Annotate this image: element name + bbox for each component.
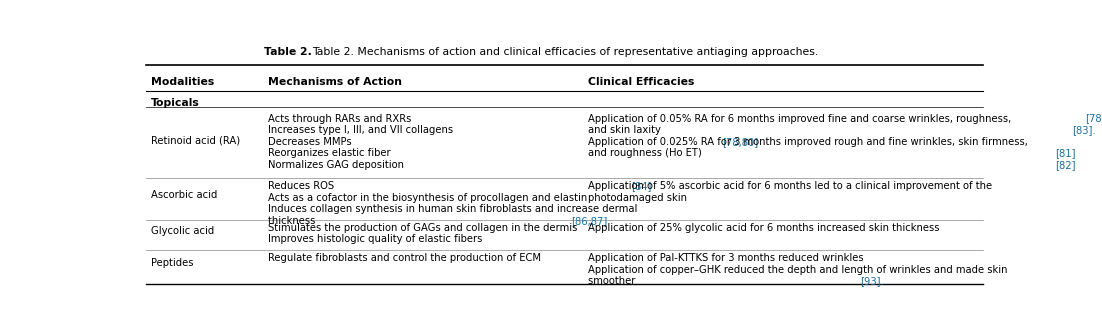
Text: Application of copper–GHK reduced the depth and length of wrinkles and made skin: Application of copper–GHK reduced the de… <box>587 264 1007 275</box>
Text: Application of 0.025% RA for 3 months improved rough and fine wrinkles, skin fir: Application of 0.025% RA for 3 months im… <box>587 137 1028 147</box>
Text: [81]: [81] <box>1055 148 1076 158</box>
Text: Decreases MMPs: Decreases MMPs <box>269 137 355 147</box>
Text: Table 2.: Table 2. <box>263 47 312 57</box>
Text: Acts as a cofactor in the biosynthesis of procollagen and elastin: Acts as a cofactor in the biosynthesis o… <box>269 193 591 203</box>
Text: Peptides: Peptides <box>151 258 193 268</box>
Text: [84]: [84] <box>631 181 652 191</box>
Text: Application of 25% glycolic acid for 6 months increased skin thickness: Application of 25% glycolic acid for 6 m… <box>587 223 942 232</box>
Text: Acts through RARs and RXRs: Acts through RARs and RXRs <box>269 114 415 124</box>
Text: Reduces ROS: Reduces ROS <box>269 181 337 191</box>
Text: Ascorbic acid: Ascorbic acid <box>151 190 217 200</box>
Text: Application of 0.05% RA for 6 months improved fine and coarse wrinkles, roughnes: Application of 0.05% RA for 6 months imp… <box>587 114 1011 124</box>
Text: photodamaged skin: photodamaged skin <box>587 193 690 203</box>
Text: Retinoid acid (RA): Retinoid acid (RA) <box>151 135 240 145</box>
Text: Topicals: Topicals <box>151 98 199 108</box>
Text: Modalities: Modalities <box>151 77 214 87</box>
Text: smoother: smoother <box>587 276 638 286</box>
Text: Induces collagen synthesis in human skin fibroblasts and increase dermal: Induces collagen synthesis in human skin… <box>269 204 638 214</box>
Text: Increases type I, III, and VII collagens: Increases type I, III, and VII collagens <box>269 125 456 135</box>
Text: [86,87]: [86,87] <box>571 216 607 226</box>
Text: Application of 5% ascorbic acid for 6 months led to a clinical improvement of th: Application of 5% ascorbic acid for 6 mo… <box>587 181 992 191</box>
Text: thickness: thickness <box>269 216 318 226</box>
Text: [83].: [83]. <box>1072 125 1095 135</box>
Text: Improves histologic quality of elastic fibers: Improves histologic quality of elastic f… <box>269 234 486 244</box>
Text: Reorganizes elastic fiber: Reorganizes elastic fiber <box>269 148 395 158</box>
Text: [78]: [78] <box>1085 114 1102 124</box>
Text: Stimulates the production of GAGs and collagen in the dermis: Stimulates the production of GAGs and co… <box>269 223 581 232</box>
Text: Table 2. Mechanisms of action and clinical efficacies of representative antiagin: Table 2. Mechanisms of action and clinic… <box>312 47 818 57</box>
Text: Normalizes GAG deposition: Normalizes GAG deposition <box>269 160 408 170</box>
Text: Mechanisms of Action: Mechanisms of Action <box>269 77 402 87</box>
Text: and roughness (Ho ET): and roughness (Ho ET) <box>587 148 702 158</box>
Text: Clinical Efficacies: Clinical Efficacies <box>587 77 694 87</box>
Text: [78,80]: [78,80] <box>722 137 758 147</box>
Text: [82]: [82] <box>1055 160 1076 170</box>
Text: [93].: [93]. <box>861 276 884 286</box>
Text: and skin laxity: and skin laxity <box>587 125 663 135</box>
Text: Application of Pal-KTTKS for 3 months reduced wrinkles: Application of Pal-KTTKS for 3 months re… <box>587 253 866 263</box>
Text: Glycolic acid: Glycolic acid <box>151 226 214 236</box>
Text: Regulate fibroblasts and control the production of ECM: Regulate fibroblasts and control the pro… <box>269 253 544 263</box>
